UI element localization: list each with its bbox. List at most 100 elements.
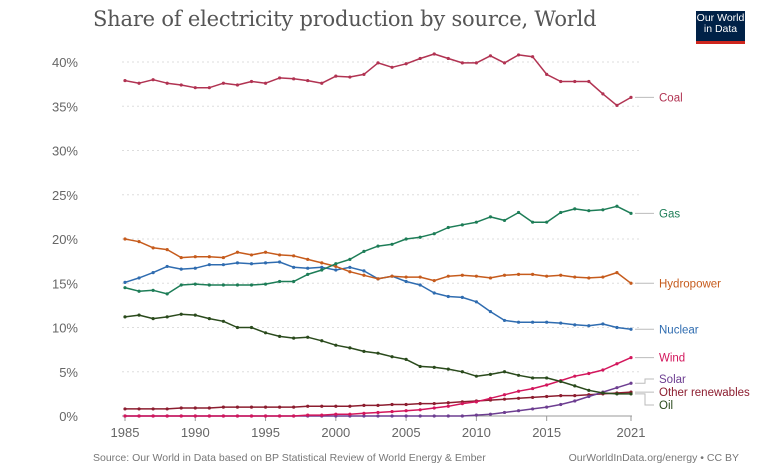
data-point-nuclear[interactable]	[362, 269, 366, 273]
data-point-oil[interactable]	[278, 334, 282, 338]
data-point-nuclear[interactable]	[629, 327, 633, 331]
data-point-wind[interactable]	[488, 396, 493, 400]
data-point-coal[interactable]	[249, 79, 254, 84]
data-point-coal[interactable]	[446, 56, 450, 61]
data-point-oil[interactable]	[263, 331, 268, 335]
data-point-gas[interactable]	[629, 211, 633, 215]
data-point-oil[interactable]	[516, 373, 521, 377]
data-point-hydropower[interactable]	[502, 273, 507, 277]
data-point-nuclear[interactable]	[474, 300, 478, 304]
data-point-nuclear[interactable]	[418, 283, 422, 287]
data-point-hydropower[interactable]	[488, 276, 493, 280]
data-point-gas[interactable]	[263, 282, 268, 286]
data-point-wind[interactable]	[235, 414, 240, 418]
data-point-other-renewables[interactable]	[249, 405, 254, 409]
data-point-wind[interactable]	[306, 413, 310, 417]
data-point-hydropower[interactable]	[629, 281, 633, 285]
data-point-nuclear[interactable]	[559, 321, 563, 325]
data-point-solar[interactable]	[516, 409, 521, 413]
data-point-coal[interactable]	[474, 61, 478, 65]
data-point-wind[interactable]	[334, 412, 338, 416]
data-point-coal[interactable]	[320, 81, 324, 85]
data-point-solar[interactable]	[629, 381, 633, 385]
data-point-other-renewables[interactable]	[207, 406, 211, 410]
data-point-other-renewables[interactable]	[516, 396, 521, 400]
data-point-other-renewables[interactable]	[390, 402, 394, 407]
data-point-coal[interactable]	[123, 78, 127, 83]
data-point-solar[interactable]	[432, 414, 436, 418]
credit-link[interactable]: OurWorldInData.org/energy • CC BY	[568, 452, 739, 464]
data-point-oil[interactable]	[320, 339, 324, 343]
data-point-other-renewables[interactable]	[348, 404, 352, 408]
data-point-coal[interactable]	[207, 86, 211, 90]
data-point-coal[interactable]	[432, 52, 436, 56]
data-point-gas[interactable]	[545, 220, 549, 224]
data-point-hydropower[interactable]	[348, 270, 352, 274]
data-point-nuclear[interactable]	[334, 268, 338, 272]
data-point-oil[interactable]	[235, 325, 240, 330]
data-point-oil[interactable]	[488, 372, 493, 377]
data-point-coal[interactable]	[179, 83, 183, 87]
data-point-other-renewables[interactable]	[278, 405, 282, 409]
data-point-other-renewables[interactable]	[263, 405, 268, 409]
series-other-renewables[interactable]	[123, 390, 633, 411]
data-point-wind[interactable]	[179, 414, 183, 418]
data-point-coal[interactable]	[488, 54, 493, 58]
data-point-solar[interactable]	[404, 414, 408, 418]
data-point-nuclear[interactable]	[531, 320, 535, 324]
data-point-oil[interactable]	[601, 391, 605, 395]
data-point-oil[interactable]	[221, 319, 225, 323]
data-point-coal[interactable]	[615, 103, 619, 107]
data-point-gas[interactable]	[404, 237, 408, 241]
data-point-nuclear[interactable]	[446, 294, 450, 299]
series-gas[interactable]	[123, 204, 633, 296]
data-point-solar[interactable]	[418, 414, 422, 418]
data-point-hydropower[interactable]	[193, 255, 197, 259]
data-point-oil[interactable]	[474, 374, 478, 378]
data-point-coal[interactable]	[516, 53, 521, 57]
data-point-hydropower[interactable]	[460, 273, 464, 277]
data-point-hydropower[interactable]	[418, 275, 422, 279]
data-point-coal[interactable]	[235, 83, 240, 87]
data-point-solar[interactable]	[460, 414, 464, 418]
data-point-hydropower[interactable]	[221, 255, 225, 260]
data-point-hydropower[interactable]	[235, 250, 240, 254]
data-point-wind[interactable]	[292, 414, 296, 418]
data-point-wind[interactable]	[474, 400, 478, 404]
data-point-gas[interactable]	[320, 268, 324, 272]
data-point-coal[interactable]	[292, 77, 296, 81]
data-point-nuclear[interactable]	[545, 320, 549, 324]
data-point-wind[interactable]	[221, 414, 225, 418]
data-point-nuclear[interactable]	[207, 263, 211, 267]
data-point-gas[interactable]	[615, 204, 619, 208]
data-point-nuclear[interactable]	[193, 266, 197, 270]
data-point-wind[interactable]	[418, 408, 422, 412]
data-point-gas[interactable]	[278, 279, 282, 284]
data-point-coal[interactable]	[502, 61, 507, 65]
data-point-hydropower[interactable]	[165, 248, 169, 252]
series-hydropower[interactable]	[123, 237, 633, 285]
data-point-hydropower[interactable]	[306, 257, 310, 261]
data-point-oil[interactable]	[306, 335, 310, 339]
data-point-coal[interactable]	[404, 62, 408, 66]
data-point-wind[interactable]	[446, 404, 450, 408]
data-point-other-renewables[interactable]	[404, 402, 408, 407]
data-point-wind[interactable]	[502, 393, 507, 397]
data-point-nuclear[interactable]	[615, 325, 619, 330]
data-point-hydropower[interactable]	[446, 274, 450, 278]
data-point-coal[interactable]	[531, 55, 535, 59]
data-point-gas[interactable]	[474, 220, 478, 224]
data-point-oil[interactable]	[334, 343, 338, 347]
data-point-gas[interactable]	[348, 257, 352, 261]
data-point-nuclear[interactable]	[404, 279, 408, 284]
data-point-wind[interactable]	[390, 409, 394, 414]
data-point-hydropower[interactable]	[587, 276, 591, 280]
data-point-coal[interactable]	[587, 79, 591, 84]
data-point-wind[interactable]	[545, 383, 549, 387]
series-line-nuclear[interactable]	[124, 261, 632, 331]
data-point-gas[interactable]	[559, 210, 563, 215]
data-point-hydropower[interactable]	[320, 261, 324, 265]
data-point-hydropower[interactable]	[376, 277, 380, 281]
data-point-nuclear[interactable]	[320, 265, 324, 269]
data-point-coal[interactable]	[221, 81, 225, 85]
